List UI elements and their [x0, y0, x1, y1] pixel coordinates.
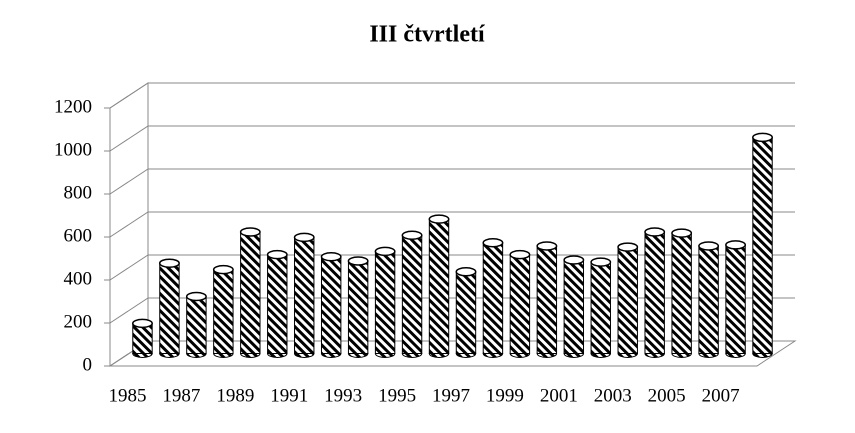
grid-line — [109, 254, 795, 281]
bar-cap — [266, 249, 288, 260]
bar-cap — [347, 256, 369, 266]
bar-cap — [374, 246, 396, 257]
bar — [617, 246, 638, 354]
bar — [186, 296, 207, 354]
y-tick-label: 1200 — [54, 96, 92, 117]
bar-cap — [212, 264, 234, 275]
bar-cap — [671, 228, 693, 238]
bar-cap — [482, 238, 504, 248]
bar — [482, 242, 504, 354]
x-tick-label: 2005 — [648, 385, 686, 406]
y-tick-label: 0 — [83, 354, 93, 375]
grid-line — [109, 297, 795, 324]
x-tick-label: 1987 — [162, 385, 200, 406]
bar — [644, 231, 665, 354]
bar-cap — [293, 232, 315, 243]
bar — [294, 236, 315, 354]
x-tick-label: 1999 — [486, 385, 524, 406]
bar-cap — [536, 241, 558, 251]
bar-cap — [563, 255, 585, 265]
bar — [671, 232, 692, 355]
bar — [752, 136, 773, 354]
floor — [108, 340, 797, 367]
bar — [698, 245, 719, 354]
bar — [213, 269, 234, 354]
x-tick-label: 2001 — [540, 385, 578, 406]
y-tick-label: 1000 — [54, 139, 92, 160]
bar-cap — [725, 240, 747, 250]
bar — [240, 231, 261, 354]
bar — [536, 245, 558, 354]
grid-line — [109, 125, 795, 152]
bar — [455, 271, 477, 354]
grid-line — [109, 211, 795, 238]
y-tick-label: 800 — [64, 182, 93, 203]
bar — [509, 254, 531, 355]
bar — [374, 250, 396, 354]
bar — [590, 261, 611, 354]
x-tick-label: 1991 — [270, 385, 308, 406]
x-tick-label: 2007 — [702, 385, 740, 406]
bar-cap — [590, 257, 612, 267]
y-tick-label: 400 — [64, 268, 93, 289]
bar — [563, 259, 585, 355]
bar — [320, 256, 342, 354]
bar-cap — [239, 227, 261, 237]
bar-cap — [401, 230, 423, 240]
bar-cap — [644, 227, 666, 237]
bar — [401, 234, 423, 354]
bar — [347, 260, 369, 354]
x-tick-label: 2003 — [594, 385, 632, 406]
grid-line — [109, 340, 795, 367]
grid-line — [109, 82, 795, 109]
x-tick-label: 1989 — [216, 385, 254, 406]
bar-cap — [509, 249, 531, 260]
bar — [428, 218, 450, 354]
grid-line — [109, 168, 795, 195]
bar — [267, 254, 288, 355]
bar-cap — [455, 267, 477, 277]
bar-cap — [320, 252, 342, 262]
bar-cap — [158, 258, 180, 268]
bar-cap — [752, 132, 773, 143]
bar-cap — [428, 214, 450, 224]
bar — [159, 262, 180, 355]
bar-cap — [185, 291, 207, 302]
x-tick-label: 1985 — [108, 385, 146, 406]
y-tick-label: 200 — [64, 311, 93, 332]
bar — [725, 244, 746, 354]
y-tick-label: 600 — [64, 225, 93, 246]
chart-title: III čtvrtletí — [369, 22, 485, 48]
bar-cap — [617, 242, 639, 252]
x-tick-label: 1995 — [378, 385, 416, 406]
x-tick-label: 1997 — [432, 385, 470, 406]
bar-cap — [698, 241, 720, 251]
x-tick-label: 1993 — [324, 385, 362, 406]
bar-cap — [132, 318, 153, 329]
